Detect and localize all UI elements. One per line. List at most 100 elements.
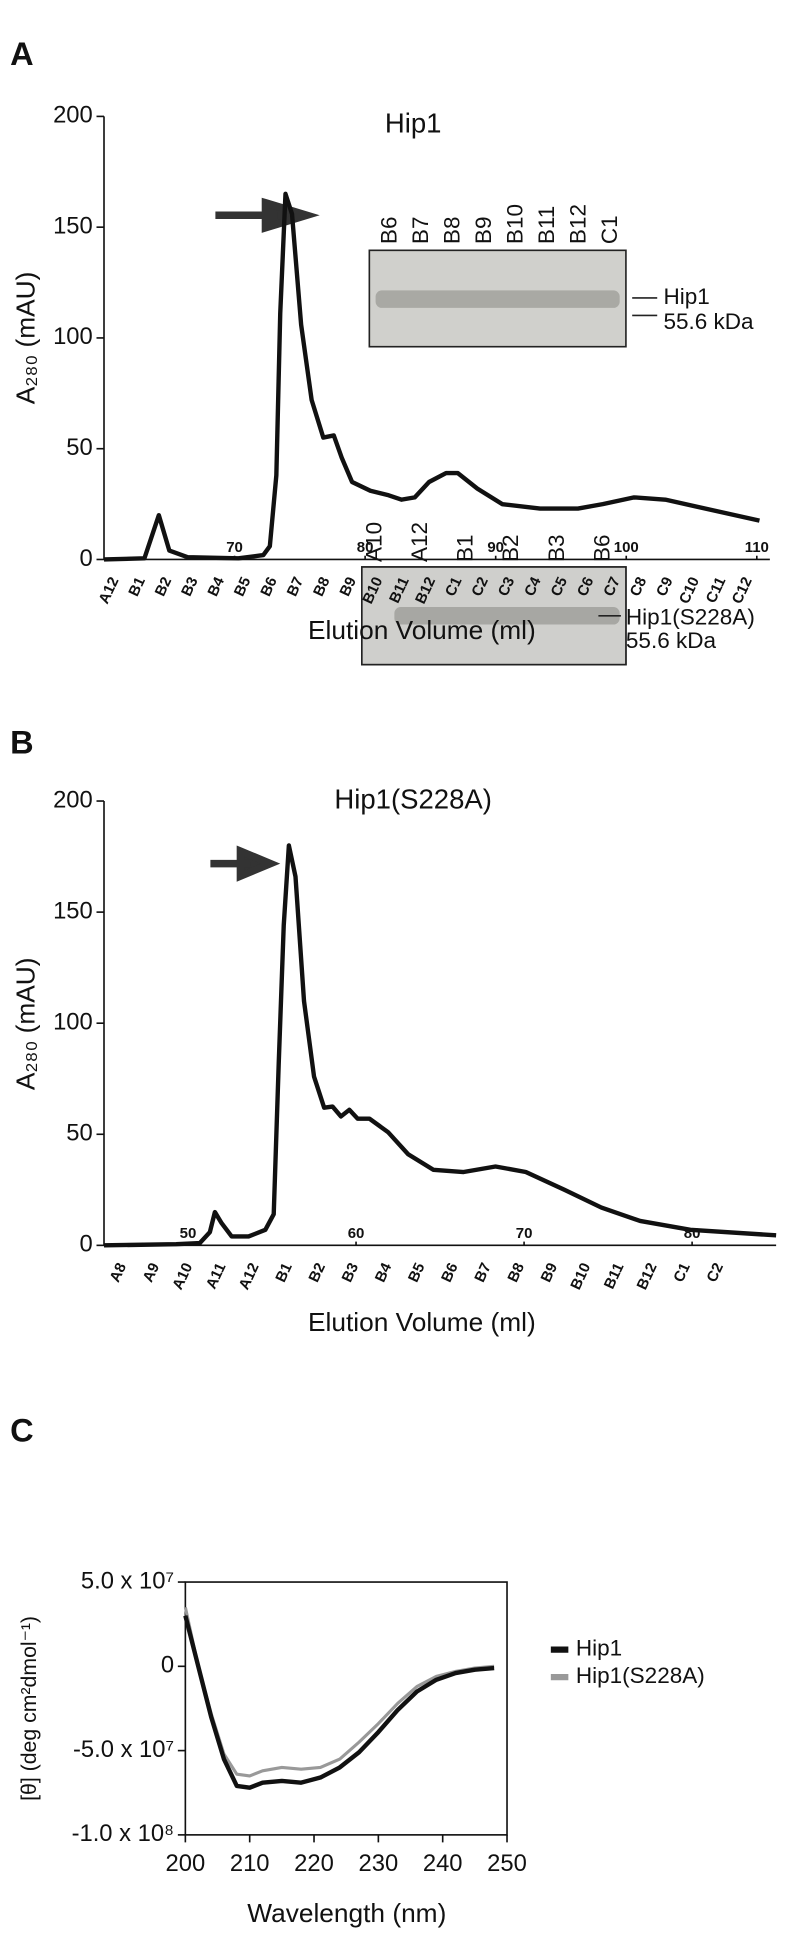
- data-line: [183, 1615, 495, 1790]
- fraction-label: B6: [257, 574, 281, 599]
- fraction-label: A12: [95, 574, 122, 606]
- x-tick-label: 100: [614, 539, 639, 556]
- x-tick-label: 70: [226, 539, 243, 556]
- fraction-label: C12: [729, 574, 756, 606]
- fraction-label: B7: [471, 1260, 495, 1285]
- fraction-label: C2: [704, 1260, 728, 1285]
- fraction-label: A12: [236, 1260, 263, 1292]
- fraction-label: C7: [600, 574, 624, 599]
- x-tick-label: 200: [166, 1850, 206, 1877]
- y-tick-label: 100: [53, 1008, 93, 1035]
- y-tick-label: 0: [80, 1231, 93, 1258]
- y-axis-label: [θ] (deg cm²dmol⁻¹): [17, 1616, 41, 1801]
- fraction-label: A8: [106, 1260, 130, 1285]
- fraction-label: C1: [442, 574, 466, 599]
- gel-marker-label: Hip1(S228A): [626, 604, 755, 629]
- x-tick-label: 80: [357, 539, 374, 556]
- x-axis-label: Wavelength (nm): [247, 1898, 446, 1928]
- fraction-label: C8: [627, 574, 651, 599]
- fraction-label: B10: [567, 1260, 594, 1292]
- y-tick-label: 150: [53, 212, 93, 239]
- y-tick-label: 200: [53, 102, 93, 129]
- gel-lane-label: B10: [502, 204, 527, 244]
- fraction-label: B8: [504, 1260, 528, 1285]
- chart-title: Hip1(S228A): [334, 783, 492, 814]
- fraction-label: B2: [305, 1260, 329, 1285]
- fraction-label: B2: [152, 574, 176, 599]
- fraction-label: A11: [203, 1260, 230, 1291]
- gel-lane-label: B6: [589, 534, 614, 562]
- fraction-label: B4: [372, 1260, 396, 1285]
- fraction-label: B8: [310, 574, 334, 599]
- gel-lane-label: B6: [377, 217, 402, 245]
- x-tick-label: 210: [230, 1850, 270, 1877]
- y-tick-label: 200: [53, 786, 93, 813]
- fraction-label: B3: [178, 574, 202, 599]
- data-line: [103, 191, 760, 562]
- y-tick-label: 50: [66, 1120, 92, 1147]
- fraction-label: B3: [339, 1260, 363, 1285]
- fraction-label: B7: [284, 574, 308, 599]
- y-tick-label: 5.0 x 10⁷: [81, 1567, 174, 1594]
- y-axis-label: A₂₈₀ (mAU): [11, 272, 41, 405]
- x-tick-label: 230: [359, 1850, 399, 1877]
- fraction-label: C5: [548, 574, 572, 599]
- gel-lane-label: B11: [534, 206, 559, 244]
- fraction-label: B1: [125, 574, 149, 599]
- fraction-label: B4: [205, 574, 229, 599]
- y-tick-label: 50: [66, 434, 92, 461]
- gel-image: [368, 249, 658, 348]
- fraction-label: A10: [169, 1260, 196, 1292]
- x-tick-label: 90: [487, 539, 504, 556]
- plot-frame: [184, 1581, 508, 1836]
- panel-label: C: [10, 1413, 34, 1449]
- gel-lane-label: B3: [544, 534, 569, 562]
- fraction-label: B1: [272, 1260, 296, 1285]
- x-tick-label: 70: [516, 1225, 533, 1242]
- gel-marker-label: Hip1: [663, 284, 709, 309]
- y-tick-label: 100: [53, 323, 93, 350]
- fraction-label: B12: [634, 1260, 661, 1292]
- fraction-label: B11: [601, 1260, 628, 1291]
- x-axis-label: Elution Volume (ml): [308, 615, 536, 645]
- fraction-label: C6: [574, 574, 598, 599]
- x-tick-label: 60: [348, 1225, 365, 1242]
- x-tick-label: 250: [487, 1850, 527, 1877]
- legend-label: Hip1(S228A): [576, 1663, 705, 1688]
- gel-lane-label: B9: [471, 217, 496, 245]
- fraction-label: C3: [495, 574, 519, 599]
- y-tick-label: 150: [53, 897, 93, 924]
- fraction-label: A9: [140, 1260, 164, 1285]
- gel-image: [361, 566, 627, 666]
- x-axis-label: Elution Volume (ml): [308, 1307, 536, 1337]
- fraction-label: B5: [405, 1260, 429, 1285]
- y-tick-label: 0: [161, 1652, 174, 1679]
- gel-lane-label: B8: [440, 217, 465, 245]
- gel-lane-label: B2: [498, 534, 523, 562]
- fraction-label: C9: [653, 574, 677, 599]
- fraction-label: B9: [336, 574, 360, 599]
- fraction-label: C1: [670, 1260, 694, 1285]
- panel-label: B: [10, 724, 34, 760]
- y-axis-label: A₂₈₀ (mAU): [11, 957, 41, 1090]
- gel-lane-label: B7: [408, 217, 433, 245]
- x-tick-label: 240: [423, 1850, 463, 1877]
- fraction-label: B5: [231, 574, 255, 599]
- gel-lane-label: A12: [407, 522, 432, 562]
- gel-lane-label: C1: [597, 215, 622, 244]
- y-tick-label: 0: [80, 545, 93, 572]
- fraction-label: C2: [468, 574, 492, 599]
- fraction-label: B9: [538, 1260, 562, 1285]
- x-tick-label: 220: [294, 1850, 334, 1877]
- x-tick-label: 110: [745, 539, 769, 556]
- fraction-label: C10: [676, 574, 703, 606]
- panel-label: A: [10, 36, 34, 72]
- fraction-label: C11: [703, 574, 730, 605]
- fraction-label: C4: [521, 574, 545, 599]
- data-line: [103, 843, 777, 1248]
- gel-lane-label: B12: [565, 204, 590, 244]
- y-tick-label: -5.0 x 10⁷: [73, 1736, 174, 1763]
- y-tick-label: -1.0 x 10⁸: [72, 1820, 175, 1847]
